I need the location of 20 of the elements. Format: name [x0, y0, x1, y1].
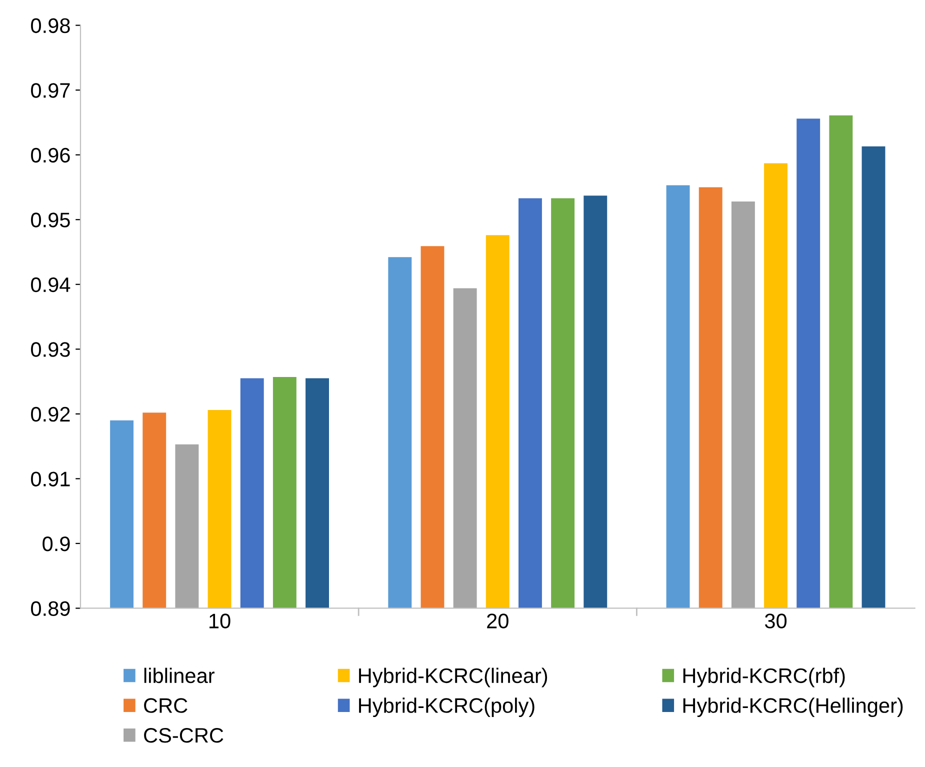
y-tick-label: 0.96 [31, 148, 70, 163]
y-tick-label: 0.93 [31, 342, 70, 357]
y-tick-label: 0.98 [31, 18, 70, 34]
y-tick-label: 0.97 [31, 83, 70, 98]
y-tick-label: 0.89 [31, 601, 70, 616]
legend-label: Hybrid-KCRC(linear) [359, 668, 548, 688]
y-tick-label: 0.9 [42, 536, 70, 552]
x-tick-label: 20 [487, 614, 508, 628]
y-tick-label: 0.94 [31, 277, 70, 292]
legend-label: Hybrid-KCRC(poly) [359, 698, 534, 718]
legend-label: liblinear [144, 668, 214, 684]
y-tick-label: 0.92 [31, 406, 70, 422]
x-tick-label: 10 [210, 614, 230, 628]
legend-label: Hybrid-KCRC(Hellinger) [683, 698, 903, 718]
legend-label: CRC [144, 698, 188, 713]
x-tick-label: 30 [764, 614, 787, 628]
legend-label: CS-CRC [144, 728, 224, 743]
y-tick-label: 0.95 [31, 212, 70, 228]
legend-label: Hybrid-KCRC(rbf) [683, 668, 845, 688]
y-tick-label: 0.91 [31, 472, 70, 486]
